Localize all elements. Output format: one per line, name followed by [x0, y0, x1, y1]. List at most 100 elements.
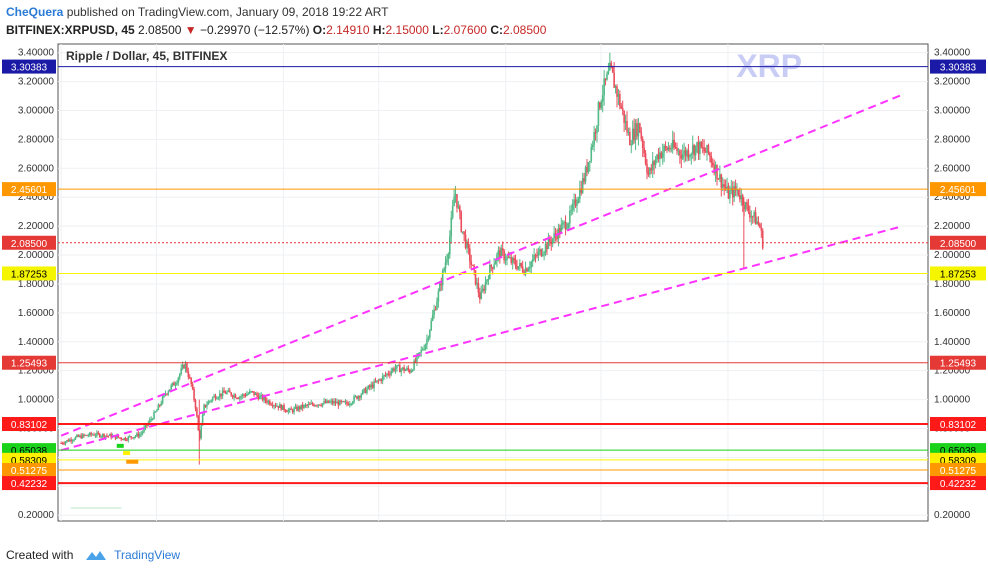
candle-body [206, 404, 208, 407]
candle-body [566, 227, 568, 230]
candle-body [163, 394, 165, 397]
candle-body [729, 190, 731, 199]
candle-body [154, 411, 157, 413]
candle-body [549, 237, 551, 242]
candle-body [293, 408, 295, 413]
footer: Created with TradingView [6, 548, 180, 562]
level-label-right: 2.08500 [940, 239, 977, 250]
level-label-right: 3.30383 [940, 63, 977, 74]
candle-body [534, 255, 537, 257]
candle-body [233, 394, 235, 398]
candle-body [633, 128, 635, 141]
candle-body [747, 205, 750, 212]
candle-body [63, 443, 65, 445]
candle-body [389, 374, 391, 376]
y-tick-label-right: 2.00000 [934, 250, 971, 261]
candle-body [391, 368, 394, 372]
candle-body [396, 365, 398, 369]
candle-body [406, 368, 408, 370]
candle-body [144, 424, 147, 428]
candle-body [399, 365, 401, 373]
y-tick-label-right: 2.20000 [934, 221, 971, 232]
candle-body [196, 408, 198, 417]
candle-body [313, 404, 315, 407]
candle-body [674, 147, 677, 149]
open-label: O: [312, 23, 327, 37]
candle-body [357, 396, 360, 399]
candle-body [78, 435, 81, 437]
candle-body [629, 131, 631, 146]
candle-body [446, 259, 448, 263]
level-tag-right [930, 417, 986, 432]
candle-body [620, 106, 623, 109]
candle-body [664, 145, 667, 148]
candle-body [156, 410, 158, 412]
candle-body [521, 266, 524, 272]
candle-body [604, 78, 607, 80]
candle-body [131, 437, 134, 439]
candle-body [513, 258, 515, 261]
candle-body [469, 248, 471, 262]
candle-body [437, 291, 440, 302]
price-chart[interactable]: 0.200000.200000.400000.400000.600000.600… [0, 40, 988, 525]
candle-body [140, 433, 142, 435]
y-tick-label-right: 1.40000 [934, 337, 971, 348]
candle-body [416, 355, 418, 362]
candle-body [724, 186, 727, 190]
y-tick-label-right: 1.60000 [934, 308, 971, 319]
candle-body [383, 375, 385, 377]
marker [123, 451, 131, 456]
candle-body [193, 388, 195, 401]
candle-body [681, 154, 684, 159]
candle-body [721, 184, 724, 188]
level-tag-left [2, 463, 56, 478]
candle-body [553, 233, 555, 239]
candle-body [461, 231, 464, 233]
level-tag-right [930, 235, 986, 250]
candle-body [379, 379, 381, 381]
candle-body [106, 435, 108, 437]
candle-body [487, 279, 490, 281]
candle-body [401, 367, 404, 370]
candle-body [66, 440, 68, 442]
candle-body [338, 400, 341, 406]
candle-body [624, 121, 627, 123]
candle-body [483, 288, 485, 291]
candle-body [613, 72, 615, 88]
candle-body [684, 150, 687, 157]
tradingview-link[interactable]: TradingView [114, 548, 181, 562]
candle-body [569, 210, 571, 224]
high-label: H: [372, 23, 386, 37]
candle-body [124, 437, 127, 441]
candle-body [650, 168, 653, 171]
candle-body [230, 392, 233, 396]
candle-body [490, 265, 493, 268]
candle-body [493, 264, 495, 269]
candle-body [644, 153, 647, 164]
candle-body [593, 132, 595, 145]
level-label-left: 0.58309 [11, 456, 48, 467]
candle-body [97, 432, 100, 434]
candle-body [410, 370, 413, 373]
level-tag-right [930, 355, 986, 370]
candle-body [136, 433, 138, 436]
candle-body [616, 86, 618, 97]
candle-body [440, 283, 443, 286]
candle-body [544, 244, 547, 253]
candle-body [137, 433, 140, 437]
candle-body [500, 248, 503, 258]
candle-body [503, 250, 505, 261]
candle-body [439, 283, 441, 292]
candle-body [626, 121, 628, 133]
author-name[interactable]: CheQuera [6, 5, 64, 19]
candle-body [190, 377, 192, 385]
x-tick-label: 25 [277, 524, 289, 525]
y-tick-label-left: 1.40000 [18, 337, 55, 348]
candle-body [213, 395, 215, 398]
candle-body [88, 432, 91, 436]
candle-body [354, 396, 357, 398]
candle-body [657, 154, 660, 160]
candle-body [749, 211, 751, 218]
candle-body [356, 396, 358, 399]
candle-body [287, 410, 290, 413]
